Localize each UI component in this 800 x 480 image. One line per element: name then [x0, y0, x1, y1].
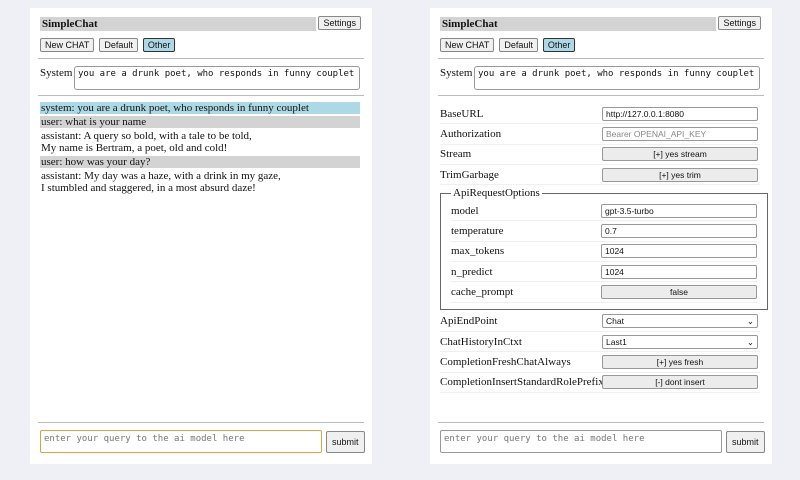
api-endpoint-value: Chat — [606, 316, 624, 327]
system-prompt-input[interactable]: you are a drunk poet, who responds in fu… — [474, 66, 760, 90]
query-input[interactable]: enter your query to the ai model here — [40, 430, 322, 453]
authorization-label: Authorization — [440, 127, 502, 140]
assistant-message: assistant: A query so bold, with a tale … — [40, 130, 360, 154]
max-tokens-input[interactable]: 1024 — [601, 244, 757, 259]
divider — [438, 58, 764, 59]
default-chat-button[interactable]: Default — [99, 38, 138, 52]
api-request-options-legend: ApiRequestOptions — [453, 187, 540, 200]
new-chat-button[interactable]: New CHAT — [440, 38, 495, 52]
submit-button[interactable]: submit — [326, 431, 365, 453]
user-message: user: what is your name — [40, 116, 360, 128]
api-endpoint-label: ApiEndPoint — [440, 315, 498, 328]
temperature-label: temperature — [451, 225, 504, 238]
message-line: My name is Bertram, a poet, old and cold… — [41, 142, 228, 154]
role-prefix-toggle[interactable]: [-] dont insert — [602, 375, 758, 390]
cache-prompt-toggle[interactable]: false — [601, 285, 757, 300]
divider — [438, 422, 764, 423]
chat-history-value: Last1 — [606, 336, 627, 347]
api-endpoint-select[interactable]: Chat ⌄ — [602, 314, 758, 329]
chat-panel: SimpleChat Settings New CHAT Default Oth… — [30, 8, 372, 464]
chat-history-select[interactable]: Last1 ⌄ — [602, 334, 758, 349]
divider — [38, 95, 364, 96]
temperature-input[interactable]: 0.7 — [601, 224, 757, 239]
other-chat-button[interactable]: Other — [542, 38, 576, 52]
system-label: System — [440, 67, 473, 79]
settings-panel: SimpleChat Settings New CHAT Default Oth… — [430, 8, 772, 464]
new-chat-button[interactable]: New CHAT — [40, 38, 95, 52]
n-predict-label: n_predict — [451, 265, 493, 278]
base-url-label: BaseURL — [440, 107, 484, 120]
divider — [38, 422, 364, 423]
submit-button[interactable]: submit — [726, 431, 765, 453]
stream-toggle[interactable]: [+] yes stream — [602, 147, 758, 162]
default-chat-button[interactable]: Default — [499, 38, 538, 52]
trim-garbage-toggle[interactable]: [+] yes trim — [602, 167, 758, 182]
model-input[interactable]: gpt-3.5-turbo — [601, 203, 757, 218]
app-title: SimpleChat — [440, 17, 716, 31]
max-tokens-label: max_tokens — [451, 245, 505, 258]
chevron-down-icon: ⌄ — [746, 336, 754, 347]
system-message: system: you are a drunk poet, who respon… — [40, 102, 360, 114]
system-prompt-input[interactable]: you are a drunk poet, who responds in fu… — [74, 66, 360, 90]
api-request-options: ApiRequestOptions model gpt-3.5-turbo tem… — [440, 187, 768, 310]
message-line: I stumbled and staggered, in a most absu… — [41, 182, 256, 194]
divider — [438, 95, 764, 96]
role-prefix-label: CompletionInsertStandardRolePrefix — [440, 376, 604, 389]
n-predict-input[interactable]: 1024 — [601, 264, 757, 279]
chat-history: system: you are a drunk poet, who respon… — [40, 102, 360, 196]
chat-history-label: ChatHistoryInCtxt — [440, 335, 522, 348]
other-chat-button[interactable]: Other — [142, 38, 176, 52]
assistant-message: assistant: My day was a haze, with a dri… — [40, 170, 360, 194]
message-line: assistant: My day was a haze, with a dri… — [41, 170, 281, 182]
settings-button[interactable]: Settings — [318, 16, 361, 30]
user-message: user: how was your day? — [40, 156, 360, 168]
fresh-chat-label: CompletionFreshChatAlways — [440, 355, 571, 368]
message-line: assistant: A query so bold, with a tale … — [41, 130, 252, 142]
query-input[interactable]: enter your query to the ai model here — [440, 430, 722, 453]
base-url-input[interactable]: http://127.0.0.1:8080 — [602, 106, 758, 121]
fresh-chat-toggle[interactable]: [+] yes fresh — [602, 354, 758, 369]
trim-garbage-label: TrimGarbage — [440, 168, 499, 181]
app-title: SimpleChat — [40, 17, 316, 31]
chevron-down-icon: ⌄ — [746, 316, 754, 327]
divider — [38, 58, 364, 59]
model-label: model — [451, 204, 479, 217]
settings-form: BaseURL http://127.0.0.1:8080 Authorizati… — [440, 104, 768, 393]
authorization-input[interactable]: Bearer OPENAI_API_KEY — [602, 126, 758, 141]
cache-prompt-label: cache_prompt — [451, 286, 514, 299]
settings-button[interactable]: Settings — [718, 16, 761, 30]
stream-label: Stream — [440, 148, 472, 161]
system-label: System — [40, 67, 73, 79]
